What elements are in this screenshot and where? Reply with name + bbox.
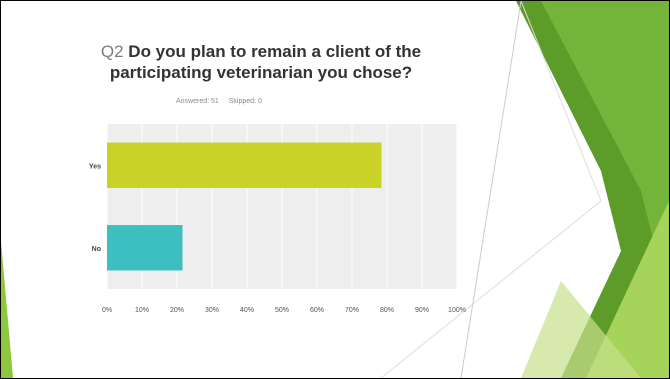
x-tick-label: 10% <box>135 307 149 314</box>
decor-thin-line-3 <box>380 200 602 378</box>
x-tick-label: 20% <box>170 307 184 314</box>
decor-thin-line-1 <box>460 1 522 378</box>
skipped-count: Skipped: 0 <box>228 98 262 105</box>
decor-right-pale <box>521 281 641 378</box>
decor-right-light <box>586 201 669 378</box>
decor-thin-line-2 <box>520 1 602 202</box>
category-label: No <box>92 246 101 253</box>
x-tick-label: 100% <box>448 307 466 314</box>
x-tick-label: 60% <box>310 307 324 314</box>
decor-bottom-left-strip <box>1 241 13 378</box>
question-text: Do you plan to remain a client of the pa… <box>109 42 422 82</box>
x-tick-label: 80% <box>380 307 394 314</box>
decor-right-mid <box>541 1 669 378</box>
x-tick-label: 70% <box>345 307 359 314</box>
x-tick-label: 0% <box>102 307 112 314</box>
x-tick-label: 40% <box>240 307 254 314</box>
category-label: Yes <box>89 163 101 170</box>
question-number: Q2 <box>100 42 124 61</box>
answered-count: Answered: 51 <box>176 98 219 105</box>
response-stats: Answered: 51 Skipped: 0 <box>176 98 326 105</box>
x-tick-label: 50% <box>275 307 289 314</box>
bar-no <box>107 225 183 271</box>
bar-yes <box>107 142 382 188</box>
bar-chart: 0% 10% 20% 30% 40% 50% 60% 70% 80% 90% 100% Yes No <box>89 124 466 314</box>
question-title: Q2 Do you plan to remain a client of the… <box>96 41 426 83</box>
x-tick-label: 90% <box>415 307 429 314</box>
x-tick-label: 30% <box>205 307 219 314</box>
